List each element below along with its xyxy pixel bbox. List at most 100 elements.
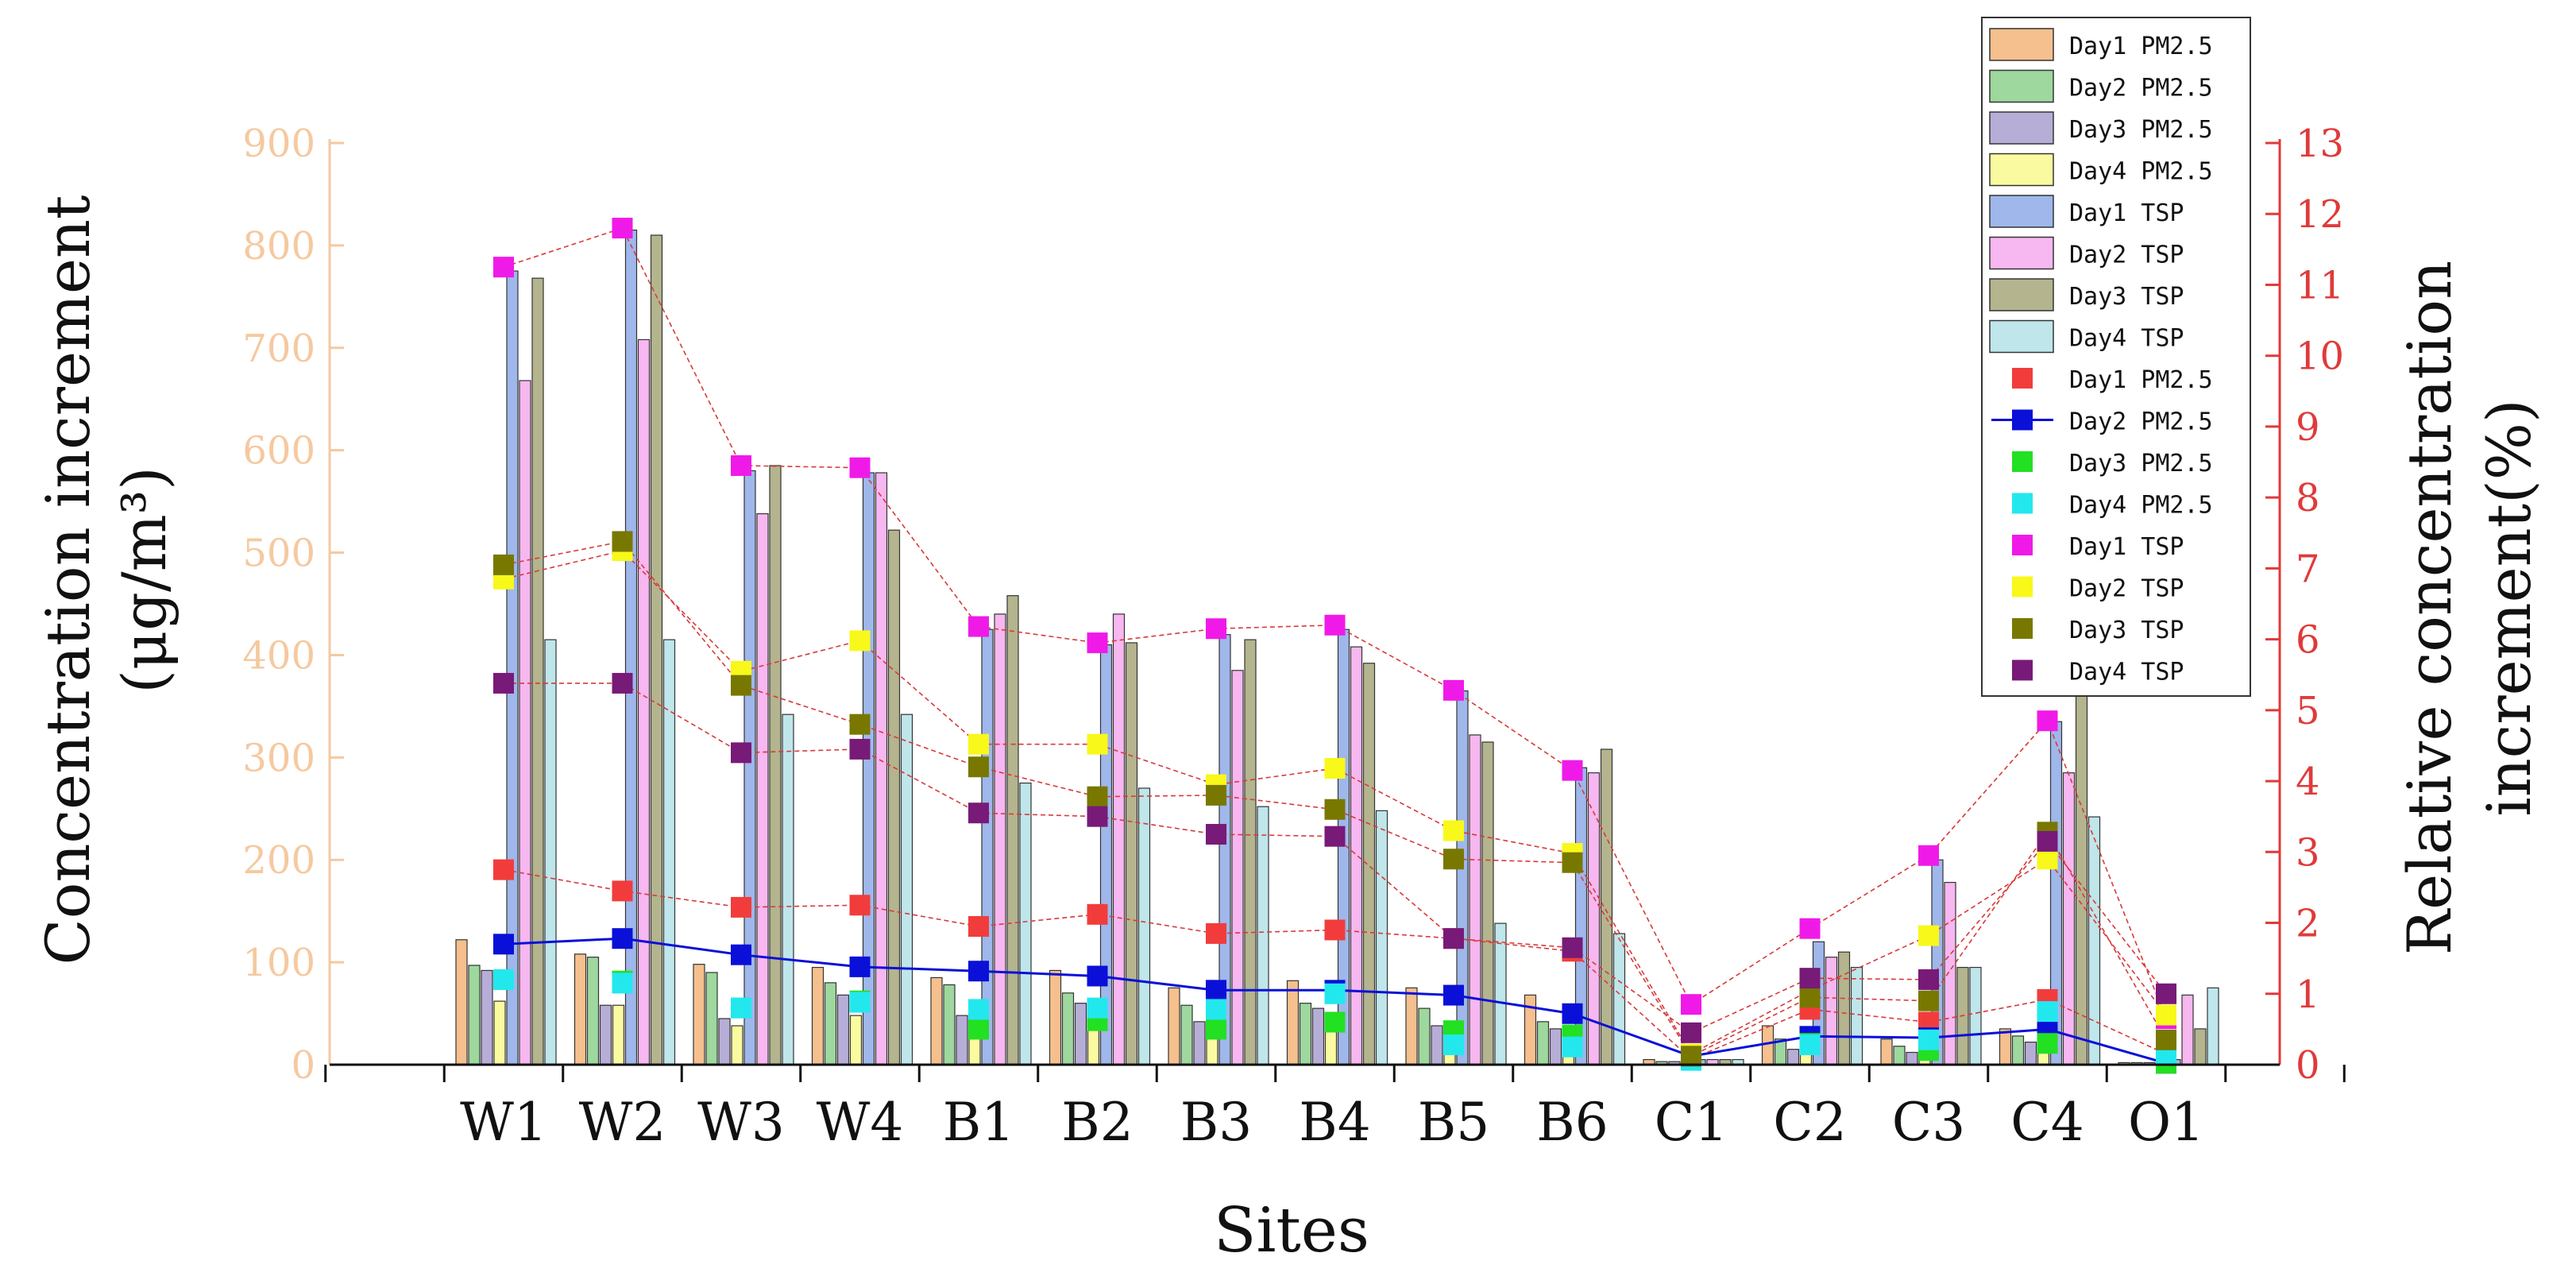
marker-day3-tsp-w3 — [731, 675, 751, 696]
marker-day4-tsp-b6 — [1562, 937, 1583, 958]
right-y-tick-label: 4 — [2296, 760, 2320, 804]
legend-swatch — [1989, 28, 2054, 61]
x-tick-label-c3: C3 — [1892, 1092, 1966, 1153]
marker-day1-pm25-b4 — [1324, 919, 1346, 941]
right-y-tick-label: 2 — [2296, 902, 2320, 946]
marker-day3-tsp-b6 — [1562, 852, 1583, 873]
bar-day4-tsp-w2 — [662, 639, 676, 1065]
bar-day3-tsp-b3 — [1244, 639, 1257, 1065]
right-y-axis-title-line2: increment(%) — [2474, 399, 2544, 816]
bar-day4-pm25-b2 — [1087, 1025, 1100, 1065]
bar-day3-tsp-w2 — [650, 234, 663, 1065]
bar-day1-pm25-w2 — [574, 953, 587, 1065]
marker-day4-tsp-o1 — [2156, 983, 2176, 1004]
legend-label: Day1 PM2.5 — [2069, 366, 2213, 394]
legend-label: Day2 TSP — [2069, 242, 2184, 269]
bar-day2-pm25-w2 — [586, 957, 600, 1065]
marker-day1-pm25-b2 — [1087, 903, 1108, 925]
marker-day2-pm25-b2 — [1087, 965, 1108, 987]
marker-day4-tsp-c2 — [1799, 968, 1821, 989]
legend-label: Day3 PM2.5 — [2069, 450, 2213, 478]
bar-day2-pm25-w3 — [705, 972, 718, 1065]
line-day2-tsp — [503, 550, 2167, 1055]
bar-day1-pm25-b2 — [1049, 969, 1062, 1065]
bar-day4-tsp-w4 — [900, 713, 913, 1065]
marker-day1-pm25-w2 — [612, 880, 633, 902]
legend-marker — [2012, 576, 2033, 597]
marker-day2-tsp-b2 — [1087, 733, 1108, 755]
bar-day4-tsp-w1 — [544, 639, 557, 1065]
marker-day3-tsp-c2 — [1799, 987, 1821, 1008]
marker-day1-tsp-b6 — [1562, 760, 1583, 781]
marker-day1-pm25-w1 — [493, 859, 514, 880]
bar-day2-pm25-w4 — [824, 982, 837, 1065]
marker-day1-pm25-w3 — [731, 896, 751, 918]
bar-day1-pm25-c3 — [1880, 1038, 1893, 1065]
x-tick-label-c4: C4 — [2010, 1092, 2084, 1153]
bar-day2-tsp-b3 — [1231, 670, 1244, 1065]
marker-day1-tsp-c2 — [1799, 918, 1821, 939]
marker-day4-pm25-b6 — [1562, 1036, 1583, 1058]
bar-day1-pm25-b5 — [1405, 987, 1418, 1065]
right-y-tick-label: 12 — [2296, 192, 2344, 237]
marker-day3-tsp-c3 — [1918, 990, 1939, 1011]
bar-day1-pm25-w1 — [455, 939, 468, 1065]
marker-day3-pm25-b3 — [1206, 1019, 1226, 1040]
x-tick-label-w1: W1 — [460, 1092, 547, 1153]
right-y-tick-label: 6 — [2296, 618, 2320, 663]
bar-day2-tsp-c4 — [2062, 772, 2076, 1065]
legend-swatch — [1989, 195, 2054, 228]
bar-day2-tsp-w4 — [875, 472, 888, 1065]
marker-day2-pm25-w4 — [849, 956, 871, 977]
bar-day2-pm25-b6 — [1536, 1021, 1550, 1065]
bar-day4-tsp-b3 — [1257, 806, 1269, 1065]
legend-label: Day3 TSP — [2069, 617, 2184, 644]
marker-day1-tsp-c3 — [1918, 845, 1939, 866]
right-y-tick-label: 1 — [2296, 973, 2320, 1017]
bar-day4-tsp-w3 — [782, 713, 794, 1065]
left-y-axis-title: Concentration increment — [33, 195, 103, 965]
bar-day2-pm25-b3 — [1180, 1004, 1193, 1065]
left-y-tick-label: 0 — [291, 1043, 315, 1088]
marker-day4-tsp-c1 — [1681, 1022, 1701, 1043]
bar-day3-tsp-c2 — [1837, 951, 1851, 1065]
legend-marker — [2012, 368, 2033, 389]
bar-day3-pm25-b1 — [956, 1015, 968, 1065]
bar-day4-tsp-b1 — [1019, 782, 1032, 1065]
right-y-axis-title: Relative concentration — [2394, 261, 2465, 955]
bar-day4-pm25-w3 — [731, 1025, 743, 1065]
legend-label: Day1 PM2.5 — [2069, 33, 2213, 60]
bar-day2-pm25-b5 — [1418, 1007, 1431, 1065]
marker-day1-tsp-c4 — [2037, 710, 2058, 732]
bar-day3-tsp-c4 — [2075, 695, 2088, 1065]
bar-day4-tsp-b5 — [1494, 922, 1507, 1065]
bar-day2-tsp-w2 — [637, 338, 651, 1065]
marker-day1-tsp-b1 — [968, 616, 989, 637]
marker-day4-tsp-b4 — [1324, 826, 1346, 847]
marker-day4-tsp-w2 — [612, 672, 633, 694]
bar-day3-tsp-o1 — [2194, 1028, 2207, 1065]
marker-day4-tsp-c4 — [2037, 830, 2058, 852]
right-y-tick-label: 3 — [2296, 830, 2320, 875]
marker-day1-tsp-w4 — [849, 457, 871, 478]
left-y-tick-label: 500 — [242, 532, 315, 576]
bar-day3-pm25-c4 — [2024, 1042, 2037, 1065]
x-tick-label-w3: W3 — [697, 1092, 785, 1153]
bar-day2-tsp-b4 — [1350, 646, 1363, 1065]
marker-day1-tsp-b2 — [1087, 632, 1108, 654]
bar-day2-pm25-b4 — [1299, 1003, 1312, 1065]
marker-day4-pm25-w4 — [849, 992, 871, 1013]
marker-day2-tsp-c3 — [1918, 925, 1939, 946]
marker-day1-tsp-b3 — [1206, 618, 1226, 640]
right-y-tick-label: 5 — [2296, 689, 2320, 733]
legend-label: Day2 PM2.5 — [2069, 408, 2213, 436]
bar-day2-tsp-w3 — [756, 512, 769, 1065]
left-y-tick-label: 100 — [242, 941, 315, 985]
legend-label: Day1 TSP — [2069, 199, 2184, 227]
marker-day1-tsp-w2 — [612, 218, 633, 239]
legend-swatch — [1989, 319, 2054, 354]
x-tick-label-b3: B3 — [1180, 1092, 1253, 1153]
bar-day3-pm25-w1 — [481, 969, 493, 1065]
left-y-tick-label: 300 — [242, 736, 315, 780]
